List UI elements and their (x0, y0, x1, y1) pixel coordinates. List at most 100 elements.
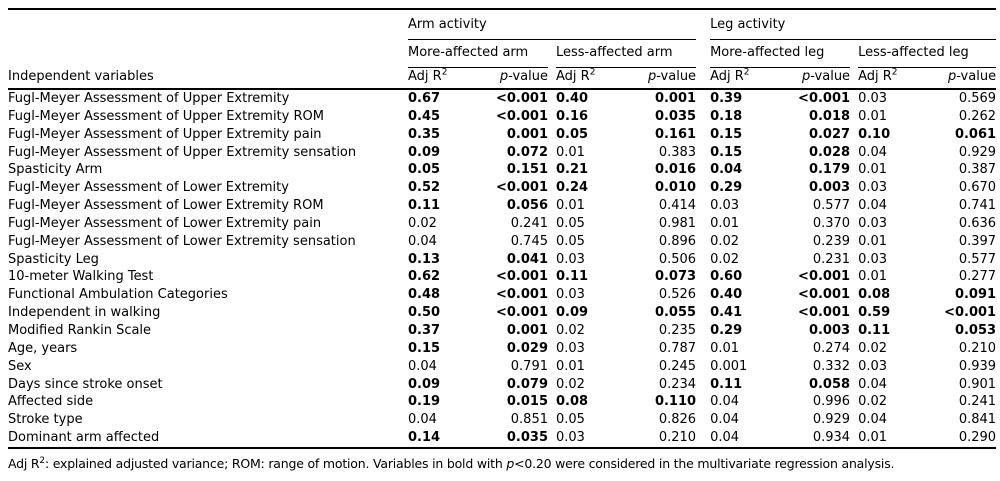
p-value: 0.841 (958, 412, 997, 428)
adj-r2-value: 0.05 (556, 215, 585, 231)
adj-r2-value: 0.02 (408, 215, 437, 231)
table-row: Stroke type 0.04 0.851 0.05 0.826 0.04 0.929 0.… (8, 411, 996, 429)
p-value: 0.826 (658, 412, 697, 428)
table-row: Fugl-Meyer Assessment of Upper Extremity… (8, 126, 996, 144)
p-value: 0.053 (954, 322, 997, 338)
row-header-label: Independent variables (8, 67, 408, 90)
subgroup-less-affected-leg: Less-affected leg (858, 39, 997, 68)
p-value: <0.001 (798, 287, 851, 303)
p-value: 0.027 (808, 126, 851, 142)
adj-r2-value: 0.05 (556, 126, 589, 142)
p-value: <0.001 (495, 108, 548, 124)
column-gap (850, 144, 858, 162)
column-gap (850, 161, 858, 179)
adj-r2-value: 0.02 (858, 340, 888, 356)
column-gap (696, 340, 710, 358)
p-value-header: p-value (768, 67, 851, 90)
adj-r2-value: 0.02 (858, 394, 888, 410)
row-label: Functional Ambulation Categories (8, 287, 228, 303)
row-label: Fugl-Meyer Assessment of Lower Extremity… (8, 233, 356, 249)
adj-r2-value: 0.52 (408, 180, 441, 196)
row-label: Fugl-Meyer Assessment of Lower Extremity (8, 180, 289, 196)
adj-r2-value: 0.08 (556, 394, 589, 410)
p-value: 0.569 (958, 91, 997, 106)
column-gap (696, 39, 710, 67)
table-row: 10-meter Walking Test 0.62 <0.001 0.11 0.073… (8, 268, 996, 286)
adj-r2-value: 0.04 (408, 412, 437, 428)
table-row: Spasticity Arm 0.05 0.151 0.21 0.016 0.04 0.17… (8, 161, 996, 179)
adj-r2-value: 0.09 (408, 376, 441, 392)
adj-r2-value: 0.05 (408, 162, 441, 178)
adj-r2-value: 0.03 (556, 340, 585, 356)
column-gap (548, 144, 556, 162)
p-value: 0.028 (808, 144, 851, 160)
column-gap (548, 67, 556, 90)
column-gap (850, 286, 858, 304)
adj-r2-value: 0.03 (556, 287, 585, 303)
column-gap (548, 340, 556, 358)
adj-r2-value: 0.18 (710, 108, 743, 124)
column-gap (548, 108, 556, 126)
group-header-leg: Leg activity (710, 9, 997, 40)
column-gap (696, 126, 710, 144)
p-value: 0.981 (658, 215, 697, 231)
column-gap (850, 304, 858, 322)
row-label: Sex (8, 358, 32, 374)
p-value: 0.526 (658, 287, 697, 303)
p-value: 0.151 (506, 162, 548, 178)
column-gap (850, 215, 858, 233)
adj-r2-value: 0.67 (408, 91, 441, 106)
p-value: 0.041 (506, 251, 548, 267)
column-gap (850, 39, 858, 67)
adj-r2-value: 0.35 (408, 126, 441, 142)
p-value: 0.577 (812, 198, 851, 214)
column-gap (696, 358, 710, 376)
p-value: 0.896 (658, 233, 697, 249)
adj-r2-value: 0.09 (408, 144, 441, 160)
adj-r2-value: 0.01 (710, 215, 740, 231)
p-value: 0.370 (812, 215, 851, 231)
column-gap (696, 268, 710, 286)
column-gap (696, 67, 711, 90)
adj-r2-value: 0.10 (858, 126, 891, 142)
table-row: Age, years 0.15 0.029 0.03 0.787 0.01 0.274 0.0… (8, 340, 996, 358)
column-gap (548, 39, 556, 67)
table-row: Fugl-Meyer Assessment of Lower Extremity… (8, 179, 996, 197)
adj-r2-value: 0.14 (408, 430, 441, 446)
adj-r2-value: 0.29 (710, 322, 743, 338)
adj-r2-value: 0.09 (556, 305, 589, 321)
table-row: Fugl-Meyer Assessment of Lower Extremity… (8, 233, 996, 251)
row-label: Independent in walking (8, 305, 161, 321)
p-value: 0.741 (958, 198, 997, 214)
adj-r2-value: 0.01 (858, 430, 888, 446)
p-value: 0.161 (654, 126, 697, 142)
column-gap (548, 322, 556, 340)
p-value: 0.929 (958, 144, 997, 160)
column-gap (850, 67, 859, 90)
adj-r2-value: 0.24 (556, 180, 589, 196)
adj-r2-value: 0.45 (408, 108, 441, 124)
p-value: 0.231 (812, 251, 851, 267)
p-value: <0.001 (495, 269, 548, 285)
column-gap (850, 268, 858, 286)
column-gap (850, 340, 858, 358)
adj-r2-value: 0.02 (710, 251, 740, 267)
p-value: 0.670 (958, 180, 997, 196)
p-value: 0.934 (812, 430, 851, 446)
adj-r2-value: 0.01 (858, 162, 888, 178)
table-container: Arm activity Leg activity More-affected … (8, 8, 997, 471)
p-value: 0.383 (658, 144, 697, 160)
column-gap (850, 358, 858, 376)
column-gap (548, 429, 556, 448)
column-gap (696, 9, 710, 39)
p-value: 0.035 (654, 108, 697, 124)
p-value: 0.001 (506, 126, 548, 142)
adj-r2-value: 0.02 (556, 322, 585, 338)
column-gap (850, 376, 858, 394)
p-value: <0.001 (798, 305, 851, 321)
p-value: <0.001 (495, 305, 548, 321)
column-gap (548, 251, 556, 269)
adj-r2-value: 0.03 (858, 215, 888, 231)
adj-r2-value: 0.04 (408, 358, 437, 374)
table-row: Functional Ambulation Categories 0.48 <0.0… (8, 286, 996, 304)
